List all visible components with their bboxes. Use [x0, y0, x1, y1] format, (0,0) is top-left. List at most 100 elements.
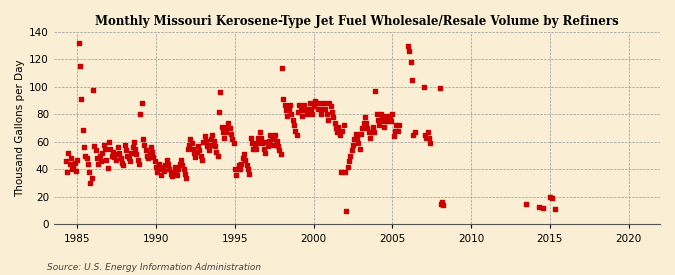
Point [117, 160, 128, 165]
Point [92, 156, 103, 161]
Point [225, 131, 236, 136]
Point [437, 200, 448, 205]
Point [142, 153, 153, 158]
Point [135, 112, 146, 117]
Point [219, 136, 230, 140]
Point [103, 140, 114, 144]
Point [106, 153, 117, 158]
Point [63, 151, 74, 155]
Point [291, 133, 302, 137]
Point [101, 158, 111, 162]
Point [282, 114, 293, 118]
Point [350, 131, 361, 136]
Point [279, 103, 290, 107]
Point [379, 125, 390, 129]
Point [84, 170, 95, 174]
Point [75, 64, 86, 68]
Point [232, 167, 243, 172]
Point [388, 134, 399, 139]
Point [206, 137, 217, 141]
Point [403, 43, 414, 48]
Point [369, 130, 379, 134]
Point [299, 103, 310, 107]
Point [238, 156, 248, 161]
Point [193, 144, 204, 148]
Point [269, 137, 279, 141]
Point [205, 142, 215, 147]
Point [238, 152, 249, 156]
Point [325, 104, 336, 108]
Point [257, 141, 268, 145]
Point [128, 140, 139, 144]
Point [349, 137, 360, 141]
Point [420, 133, 431, 137]
Point [262, 144, 273, 148]
Point [344, 159, 354, 163]
Point [165, 171, 176, 176]
Point [370, 89, 381, 93]
Point [127, 145, 138, 150]
Point [313, 101, 324, 106]
Point [281, 108, 292, 112]
Point [348, 142, 358, 147]
Point [198, 140, 209, 144]
Point [220, 130, 231, 134]
Point [224, 126, 235, 130]
Point [164, 167, 175, 172]
Point [188, 147, 198, 151]
Point [294, 103, 304, 107]
Point [285, 103, 296, 107]
Point [96, 159, 107, 163]
Point [144, 151, 155, 155]
Point [549, 207, 560, 211]
Point [304, 101, 315, 106]
Point [89, 144, 100, 148]
Point [217, 130, 228, 134]
Point [174, 162, 185, 166]
Point [81, 156, 92, 161]
Point [273, 144, 284, 148]
Point [338, 123, 349, 128]
Point [169, 164, 180, 169]
Point [308, 104, 319, 108]
Point [99, 147, 110, 151]
Point [113, 145, 124, 150]
Point [534, 204, 545, 209]
Point [360, 120, 371, 125]
Point [202, 144, 213, 148]
Point [364, 136, 375, 140]
Point [107, 149, 118, 154]
Point [425, 141, 436, 145]
Point [346, 148, 357, 152]
Point [438, 203, 449, 207]
Point [196, 158, 207, 162]
Point [194, 148, 205, 152]
Point [544, 195, 555, 199]
Point [167, 170, 178, 174]
Point [264, 138, 275, 143]
Point [321, 112, 332, 117]
Point [356, 126, 367, 130]
Point [520, 202, 531, 206]
Point [241, 163, 252, 167]
Point [256, 136, 267, 140]
Point [300, 108, 311, 112]
Point [363, 130, 374, 134]
Point [389, 129, 400, 133]
Point [384, 114, 395, 118]
Point [275, 152, 286, 156]
Title: Monthly Missouri Kerosene-Type Jet Fuel Wholesale/Resale Volume by Refiners: Monthly Missouri Kerosene-Type Jet Fuel … [95, 15, 619, 28]
Point [134, 162, 144, 166]
Point [210, 144, 221, 148]
Point [270, 133, 281, 137]
Point [312, 107, 323, 111]
Point [278, 97, 289, 101]
Point [167, 174, 178, 178]
Point [72, 158, 83, 162]
Point [423, 130, 433, 134]
Point [356, 131, 367, 136]
Point [274, 148, 285, 152]
Point [317, 107, 328, 111]
Point [329, 120, 340, 125]
Point [230, 167, 240, 172]
